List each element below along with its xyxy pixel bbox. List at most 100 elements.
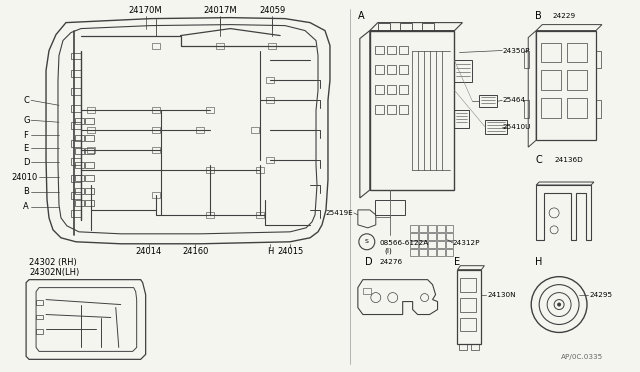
Bar — [252, 127, 259, 133]
Text: B: B — [535, 11, 542, 20]
Bar — [256, 212, 264, 218]
Bar — [399, 86, 408, 94]
Bar — [87, 107, 95, 113]
Bar — [428, 249, 436, 256]
Bar — [152, 42, 159, 48]
Bar — [36, 299, 43, 305]
Text: D: D — [365, 257, 372, 267]
Bar — [410, 233, 418, 240]
Text: 24302 (RH): 24302 (RH) — [29, 258, 77, 267]
Text: H: H — [535, 257, 543, 267]
Bar — [541, 70, 561, 90]
Text: D: D — [23, 158, 29, 167]
Bar — [419, 225, 427, 232]
Bar — [85, 162, 94, 168]
Bar — [196, 127, 204, 133]
Bar — [370, 31, 454, 190]
Bar — [375, 105, 384, 114]
Text: 24130N: 24130N — [488, 292, 516, 298]
Text: 24136D: 24136D — [554, 157, 583, 163]
Bar — [419, 249, 427, 256]
Text: S: S — [365, 239, 369, 244]
Bar — [87, 147, 95, 153]
Bar — [410, 225, 418, 232]
Bar — [458, 270, 481, 344]
Bar — [479, 95, 497, 107]
Text: 24229: 24229 — [552, 13, 575, 19]
Bar — [419, 233, 427, 240]
Text: F: F — [23, 131, 28, 140]
Bar — [85, 135, 94, 141]
Bar — [567, 42, 587, 62]
Bar — [422, 23, 433, 31]
Bar — [541, 42, 561, 62]
Bar — [524, 100, 529, 118]
Bar — [460, 278, 476, 292]
Bar — [400, 23, 412, 31]
Text: E: E — [23, 144, 28, 153]
Bar — [71, 158, 81, 165]
Bar — [387, 105, 396, 114]
Text: A: A — [23, 202, 29, 211]
Bar — [436, 225, 445, 232]
Text: 25410U: 25410U — [502, 124, 531, 130]
Bar — [436, 233, 445, 240]
Bar — [375, 65, 384, 74]
Bar — [266, 77, 274, 83]
Bar — [266, 157, 274, 163]
Text: 24295: 24295 — [589, 292, 612, 298]
Bar — [152, 127, 159, 133]
Bar — [85, 118, 94, 124]
Text: 24302N(LH): 24302N(LH) — [29, 268, 79, 277]
Bar — [85, 188, 94, 194]
Bar — [596, 51, 601, 68]
Text: H: H — [267, 247, 273, 256]
Bar — [541, 98, 561, 118]
Bar — [71, 70, 81, 77]
Text: 24010: 24010 — [11, 173, 37, 182]
Bar — [567, 98, 587, 118]
Bar — [71, 89, 81, 95]
Bar — [75, 135, 84, 141]
Bar — [87, 127, 95, 133]
Bar — [536, 31, 596, 140]
Bar — [207, 167, 214, 173]
Bar — [75, 148, 84, 154]
Bar — [375, 200, 404, 215]
Bar — [419, 241, 427, 248]
Bar — [216, 42, 225, 48]
Bar — [36, 314, 43, 320]
Bar — [454, 61, 472, 82]
Bar — [378, 23, 390, 31]
Bar — [567, 70, 587, 90]
Bar — [152, 147, 159, 153]
Text: 24015: 24015 — [277, 247, 303, 256]
Bar — [75, 175, 84, 181]
Bar — [436, 241, 445, 248]
Bar — [71, 140, 81, 147]
Bar — [596, 100, 601, 118]
Bar — [85, 148, 94, 154]
Text: 24014: 24014 — [136, 247, 162, 256]
Bar — [375, 45, 384, 54]
Bar — [256, 167, 264, 173]
Text: 24059: 24059 — [259, 6, 285, 15]
Bar — [266, 97, 274, 103]
Text: C: C — [535, 155, 542, 165]
Bar — [85, 175, 94, 181]
Circle shape — [557, 302, 561, 307]
Bar — [428, 225, 436, 232]
Bar — [524, 51, 529, 68]
Text: E: E — [454, 257, 461, 267]
Bar — [75, 200, 84, 206]
Bar — [152, 107, 159, 113]
Bar — [152, 192, 159, 198]
Bar — [387, 45, 396, 54]
Bar — [454, 110, 469, 128]
Text: 24160: 24160 — [182, 247, 209, 256]
Bar — [85, 200, 94, 206]
Bar — [460, 344, 467, 350]
Bar — [75, 162, 84, 168]
Text: (I): (I) — [385, 247, 392, 254]
Bar — [387, 86, 396, 94]
